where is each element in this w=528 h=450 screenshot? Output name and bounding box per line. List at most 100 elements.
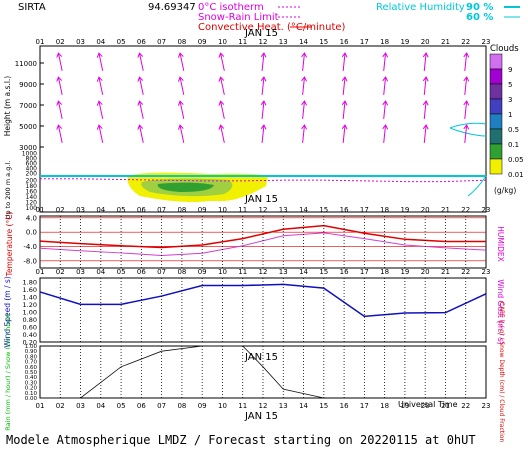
rain-tick-label: 0.60 [25,365,38,371]
height-ylabel: Height (m a.s.l.) [3,76,12,137]
wind-ylabel: Wind Speed (m / s) [3,276,12,348]
x-tick-label-bottom: 23 [482,402,491,410]
wind-arrow [301,52,308,72]
wind-arrow-shaft [179,101,185,119]
wind-arrow-head [382,100,389,106]
height-tick-label: 400 [26,166,38,173]
height-tick-label-low: 160 [26,189,38,196]
wind-arrow-head [177,100,184,106]
wind-arrow-shaft [423,76,427,96]
wind-arrow-head [56,124,63,130]
x-tick-label-bottom: 17 [360,402,369,410]
wind-arrow-shaft [139,101,144,119]
wind-arrow-head [96,124,103,130]
x-tick-label-panel: 13 [279,268,288,276]
x-tick-label-panel: 20 [421,268,430,276]
x-tick-label-top: 22 [461,38,470,46]
rain-tick-label: 0.30 [25,380,38,386]
wind-arrow-head [218,124,225,130]
x-tick-label-mid: 17 [360,206,369,214]
wind-arrow-shaft [342,52,346,72]
wind-arrow-head [137,76,144,82]
wind-arrow [260,52,267,72]
temp-series-line [39,224,486,249]
wind-arrow-head [260,124,267,130]
x-tick-label-mid: 12 [259,206,268,214]
wind-arrow-head [341,52,348,58]
wind-arrow [463,52,470,72]
rain-tick-label: 1.00 [25,344,38,350]
x-tick-label-top: 19 [400,38,409,46]
cape-ylabel: CAPE (J / g) / Snow Depth (cm) / Cloud F… [498,302,505,443]
x-tick-label-panel: 02 [56,268,65,276]
rh-60-line [467,175,487,197]
x-tick-label-mid: 01 [36,206,45,214]
wind-arrow [218,100,225,119]
wind-arrow [177,124,185,143]
cloud-scale-label: 0.5 [508,126,519,134]
wind-arrow [422,124,429,144]
wind-arrow-shaft [383,76,387,96]
wind-arrow-head [218,76,225,82]
cloud-scale-swatch [489,83,503,100]
wind-arrow-head [463,52,470,58]
wind-arrow-shaft [57,101,63,119]
wind-arrow-shaft [220,101,225,119]
rain-tick-label: 0.50 [25,370,38,376]
rh-90-label: 90 % [466,2,493,13]
wind-tick-label: 0.20 [23,339,37,347]
x-tick-label-bottom: 02 [56,402,65,410]
height-tick-label-low: 140 [26,194,38,201]
x-tick-label-panel: 11 [238,268,247,276]
height-ylabel-low: Up to 200 m a.g.l. [4,161,12,220]
wind-arrow-head [301,76,308,82]
wind-arrow [341,100,348,120]
x-tick-label-bottom: 09 [198,402,207,410]
x-tick-label-bottom: 21 [441,402,450,410]
height-tick-label: 1000 [22,151,37,158]
cloud-scale-label: 3 [508,96,512,104]
wind-arrow-head [301,52,308,58]
cloud-scale-label: 5 [508,81,512,89]
wind-tick-label: 1.20 [23,301,37,309]
wind-arrow [56,52,63,71]
wind-arrow-shaft [302,100,305,120]
wind-arrow [96,100,104,119]
wind-arrow [177,76,185,95]
x-tick-label-top: 23 [482,38,491,46]
wind-arrow-head [382,52,389,58]
footer-caption: Modele Atmospherique LMDZ / Forecast sta… [6,433,476,447]
x-tick-label-panel: 17 [360,268,369,276]
cloud-scale-swatch [489,98,503,115]
x-tick-label-panel: 07 [157,268,166,276]
cloud-scale-swatch [489,128,503,145]
wind-arrow-head [422,76,429,82]
wind-arrow-head [260,76,267,82]
cloud-scale-label: 0.01 [508,171,524,179]
x-tick-label-top: 20 [421,38,430,46]
x-tick-label-panel: 21 [441,268,450,276]
cloud-scale-label: 9 [508,66,512,74]
height-y-ticks: 1100090007000500030001000800600400200200… [15,60,44,212]
x-tick-label-mid: 23 [482,206,491,214]
wind-arrow-shaft [423,124,427,144]
wind-arrow-head [422,52,429,58]
panel-wind: 1.801.601.401.201.000.800.600.400.20 Win… [3,276,505,348]
wind-arrow-head [56,100,63,106]
wind-arrow [260,124,267,144]
height-tick-label: 200 [26,171,38,178]
wind-arrow [422,52,429,72]
wind-arrow [137,100,144,119]
station-name: SIRTA [18,2,46,13]
x-tick-label-mid: 19 [400,206,409,214]
x-tick-label-panel: 09 [198,268,207,276]
height-tick-label: 9000 [19,81,37,89]
wind-arrow [341,76,348,96]
x-tick-label-top: 09 [198,38,207,46]
wind-arrow-head [301,100,308,106]
rain-ylabel: Rain (mm / hour) / Snow (cm / hour) [4,313,12,430]
x-tick-label-bottom: 11 [238,402,247,410]
wind-arrow [301,100,308,120]
wind-arrow-shaft [261,124,265,144]
wind-arrow [137,76,144,95]
